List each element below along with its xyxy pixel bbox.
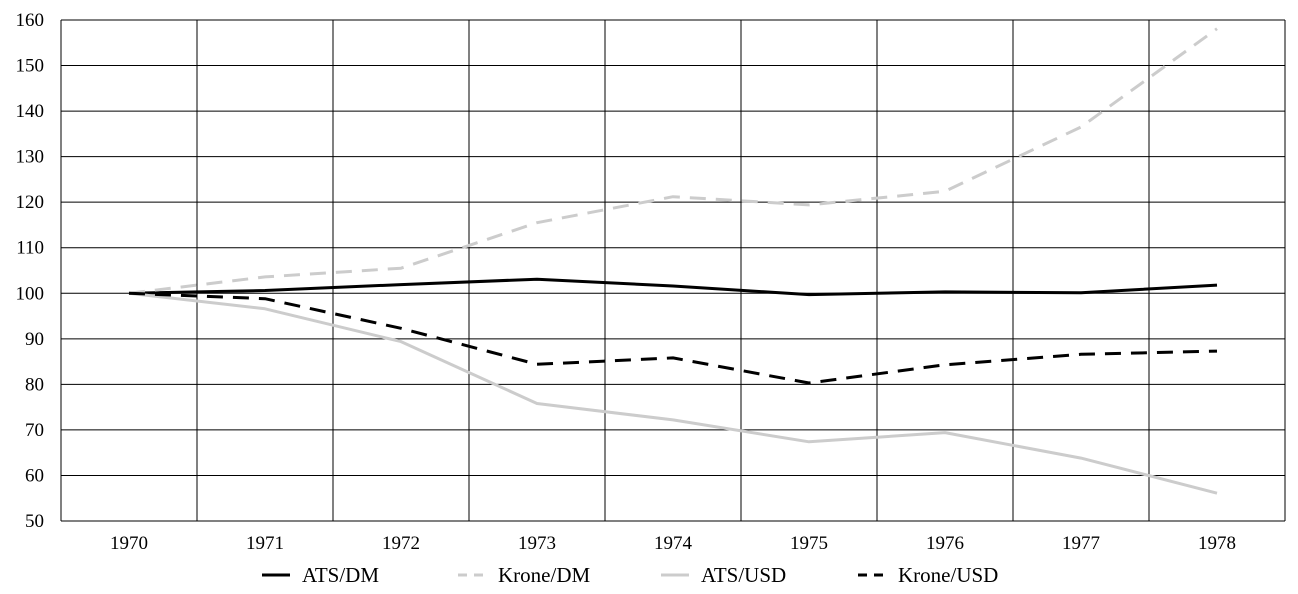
x-axis-ticks: 1970 1971 1972 1973 1974 1975 1976 1977 1978 (110, 533, 1236, 554)
y-tick-label: 70 (25, 420, 44, 441)
y-tick-label: 120 (16, 192, 45, 213)
y-tick-label: 160 (16, 10, 45, 31)
x-tick-label: 1976 (926, 533, 964, 554)
y-axis-ticks: 50 60 70 80 90 100 110 120 130 140 150 160 (16, 10, 45, 532)
x-tick-label: 1977 (1062, 533, 1100, 554)
legend: ATS/DM Krone/DM ATS/USD Krone/USD (262, 563, 998, 587)
series-lines (128, 27, 1218, 495)
x-tick-label: 1978 (1198, 533, 1236, 554)
series-line-ats-dm (128, 277, 1218, 297)
legend-label: ATS/DM (302, 563, 379, 587)
x-tick-label: 1973 (518, 533, 556, 554)
y-tick-label: 100 (16, 283, 45, 304)
x-tick-label: 1972 (382, 533, 420, 554)
y-tick-label: 60 (25, 465, 44, 486)
y-tick-label: 90 (25, 329, 44, 350)
y-tick-label: 80 (25, 374, 44, 395)
grid (60, 19, 1286, 522)
y-tick-label: 130 (16, 147, 45, 168)
x-tick-label: 1975 (790, 533, 828, 554)
x-tick-label: 1970 (110, 533, 148, 554)
y-tick-label: 140 (16, 101, 45, 122)
x-tick-label: 1971 (246, 533, 284, 554)
y-tick-label: 150 (16, 56, 45, 77)
legend-label: Krone/DM (498, 563, 590, 587)
y-tick-label: 50 (25, 511, 44, 532)
series-line-ats-usd (128, 291, 1218, 495)
legend-label: ATS/USD (701, 563, 786, 587)
y-tick-label: 110 (16, 238, 44, 259)
x-tick-label: 1974 (654, 533, 693, 554)
series-line-krone-dm (128, 27, 1218, 295)
series-line-krone-usd (128, 291, 1218, 385)
legend-label: Krone/USD (898, 563, 998, 587)
